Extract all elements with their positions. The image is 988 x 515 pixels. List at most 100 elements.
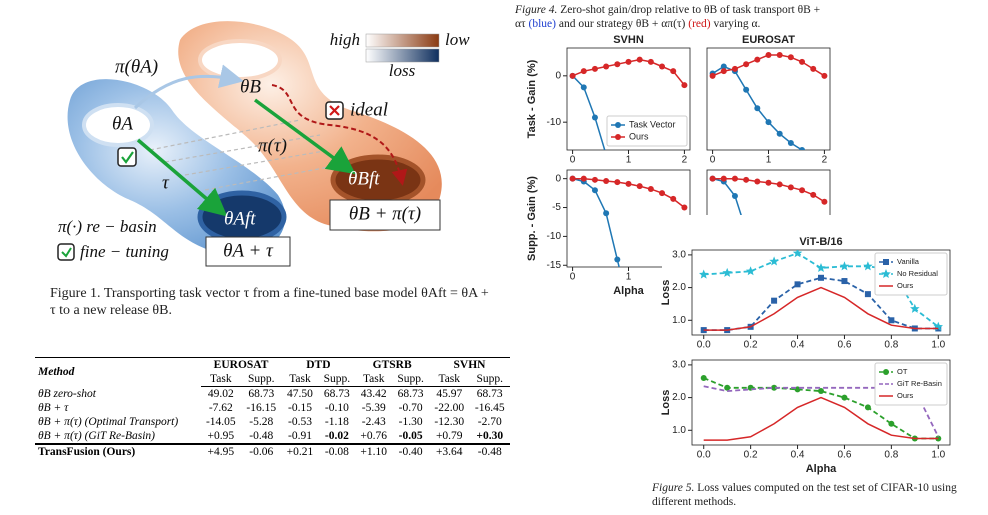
series-point — [821, 72, 828, 79]
subheader-cell: Supp. — [469, 372, 510, 387]
series-point — [722, 267, 732, 277]
caption-label: Figure 1. — [50, 286, 101, 301]
series-line — [703, 396, 939, 441]
series-point — [591, 187, 598, 194]
table-cell: 45.97 — [436, 388, 463, 400]
caption-text: and our strategy θB + απ(τ) — [556, 18, 689, 30]
series-point — [603, 210, 610, 217]
table-cell: -0.70 — [398, 402, 423, 414]
header-cell: EUROSAT — [200, 357, 282, 372]
series-point — [637, 349, 643, 355]
table-cell: -5.39 — [361, 402, 386, 414]
legend-label: GiT Re-Basin — [897, 379, 942, 388]
legend-label: Task Vector — [629, 119, 676, 129]
series-point — [765, 179, 772, 186]
label: θBft — [348, 168, 380, 189]
label: π(τ) — [258, 135, 287, 156]
y-axis-label: Supp. - Gain (%) — [526, 176, 538, 261]
caption-text: Zero-shot gain/drop relative to θB of ta… — [515, 4, 821, 30]
table-cell: 68.73 — [248, 388, 275, 400]
x-tick-label: 0.4 — [791, 450, 805, 461]
chart-title: SVHN — [613, 34, 644, 46]
series-point — [681, 82, 688, 89]
y-tick-label: -15 — [547, 260, 562, 271]
y-tick-label: 0 — [555, 173, 561, 184]
x-tick-label: 0.8 — [884, 450, 898, 461]
table-cell: -0.08 — [318, 443, 356, 459]
header-cell: SVHN — [429, 357, 510, 372]
table-cell: θB + π(τ) (Optimal Transport) — [38, 416, 179, 428]
table-cell: -0.02 — [324, 430, 349, 442]
figure1-diagram: π(θA) θB θA ideal π(τ) τ θBft θB + π(τ) … — [57, 21, 470, 267]
table-cell: θB zero-shot — [38, 387, 96, 400]
x-tick-label: 0 — [570, 272, 576, 283]
table-cell: -0.10 — [324, 402, 349, 414]
x-tick-label: 0.0 — [697, 340, 711, 351]
series-point — [794, 281, 801, 288]
table-cell: +0.95 — [207, 430, 235, 442]
x-tick-label: 0.0 — [697, 450, 711, 461]
series-point — [743, 176, 750, 183]
caption-label: Figure 5. — [652, 482, 695, 494]
y-axis-label: Loss — [660, 390, 672, 416]
y-tick-label: 3.0 — [672, 250, 686, 261]
series-point — [821, 198, 828, 205]
label: fine − tuning — [80, 242, 169, 261]
table-cell: -0.91 — [287, 430, 312, 442]
y-tick-label: 1.0 — [672, 315, 686, 326]
y-tick-label: -5 — [552, 202, 561, 213]
series-point — [614, 61, 621, 68]
caption-text: Loss values computed on the test set of … — [652, 482, 957, 508]
table-cell: -16.15 — [246, 402, 277, 414]
legend-marker — [883, 259, 889, 265]
label: ideal — [350, 99, 388, 120]
legend-marker — [615, 122, 621, 128]
series-point — [745, 266, 756, 276]
table-cell: +3.64 — [429, 443, 470, 459]
series-point — [754, 56, 761, 63]
series-point — [648, 384, 654, 390]
series-point — [810, 191, 817, 198]
series-line — [703, 377, 939, 440]
header-cell: GTSRB — [355, 357, 430, 372]
legend-box — [874, 362, 948, 406]
series-point — [670, 68, 677, 75]
series-point — [787, 140, 794, 147]
series-point — [792, 250, 803, 258]
caption-text: (red) — [688, 18, 711, 30]
series-point — [591, 65, 598, 72]
series-point — [569, 72, 576, 79]
series-point — [625, 58, 632, 65]
series-point — [754, 178, 761, 185]
table-cell: 47.50 — [287, 388, 313, 400]
series-point — [681, 204, 688, 211]
series-point — [765, 51, 772, 58]
series-point — [799, 58, 806, 65]
table-cell: 43.42 — [360, 388, 387, 400]
caption-text: (blue) — [528, 18, 556, 30]
series-point — [580, 84, 587, 91]
table-cell: +4.95 — [200, 443, 242, 459]
series-point — [709, 175, 716, 182]
table-cell: -22.00 — [434, 402, 465, 414]
x-tick-label: 0.4 — [791, 340, 805, 351]
series-point — [799, 147, 806, 150]
box-b — [329, 199, 441, 231]
series-point — [816, 263, 826, 272]
table-cell: +0.21 — [281, 443, 319, 459]
series-point — [648, 305, 654, 311]
legend-box — [606, 115, 688, 147]
caption-text: varying α. — [710, 18, 761, 30]
header-cell: DTD — [281, 357, 356, 372]
x-tick-label: 0.2 — [744, 340, 758, 351]
finetune-check-mark — [121, 151, 134, 164]
x-axis-label: Alpha — [613, 285, 644, 297]
tau-arrow — [136, 138, 228, 217]
series-point — [864, 291, 871, 298]
x-tick-label: 0 — [710, 155, 716, 166]
y-tick-label: -10 — [547, 117, 562, 128]
subheader-cell: Supp. — [241, 372, 282, 387]
label: θA + τ — [223, 240, 274, 261]
series-point — [614, 179, 621, 186]
